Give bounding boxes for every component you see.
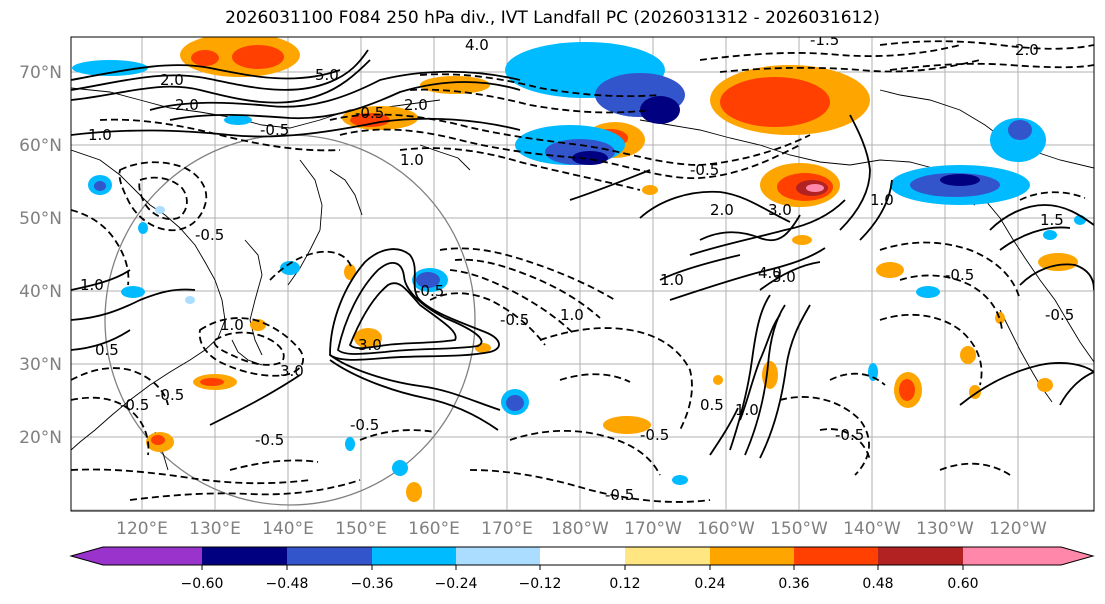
map-panel xyxy=(71,37,1094,511)
map-border xyxy=(70,36,1095,512)
colorbar-swatch xyxy=(625,547,710,565)
map-title: 2026031100 F084 250 hPa div., IVT Landfa… xyxy=(225,8,880,28)
lon-label-160w: 160°W xyxy=(697,519,755,539)
contour-label: -0.5 xyxy=(1045,306,1074,324)
contour-label: 2.0 xyxy=(1015,41,1039,59)
contour-label: -0.5 xyxy=(690,161,719,179)
lat-label-70n: 70°N xyxy=(19,63,62,83)
colorbar-label: −0.48 xyxy=(266,576,309,592)
contour-label: 1.5 xyxy=(1040,211,1064,229)
contour-label: -0.5 xyxy=(835,426,864,444)
contour-label: 5.0 xyxy=(315,66,339,84)
lon-label-150e: 150°E xyxy=(335,519,387,539)
latitude-axis: 70°N 60°N 50°N 40°N 30°N 20°N xyxy=(19,63,62,448)
contour-label: -0.5 xyxy=(155,386,184,404)
colorbar-swatch xyxy=(794,547,878,565)
colorbar-swatch xyxy=(878,547,963,565)
lon-label-140w: 140°W xyxy=(843,519,901,539)
contour-label: -0.5 xyxy=(500,311,529,329)
colorbar-swatch xyxy=(710,547,794,565)
contour-label: 0.5 xyxy=(95,341,119,359)
lon-label-130w: 130°W xyxy=(916,519,974,539)
lon-label-150w: 150°W xyxy=(770,519,828,539)
contour-label: 1.0 xyxy=(80,276,104,294)
colorbar-label: 0.24 xyxy=(694,576,725,592)
colorbar-label: 0.36 xyxy=(778,576,809,592)
colorbar-extend-max xyxy=(1061,547,1093,565)
contour-label: 1.0 xyxy=(88,126,112,144)
colorbar-label: −0.12 xyxy=(519,576,562,592)
contour-label: 2.0 xyxy=(404,96,428,114)
colorbar: −0.60 −0.48 −0.36 −0.24 −0.12 0.12 0.24 … xyxy=(69,546,1095,592)
positive-contours xyxy=(71,49,1094,459)
contour-label: -0.5 xyxy=(260,121,289,139)
contour-label: -0.5 xyxy=(640,426,669,444)
lon-label-120e: 120°E xyxy=(116,519,168,539)
contour-label: 4.0 xyxy=(758,264,782,282)
contour-label: -1.5 xyxy=(810,31,839,49)
contour-label: 1.0 xyxy=(400,151,424,169)
lon-label-170e: 170°E xyxy=(481,519,533,539)
contour-label: -0.5 xyxy=(350,416,379,434)
contour-label: 1.0 xyxy=(560,306,584,324)
colorbar-label: 0.48 xyxy=(862,576,893,592)
colorbar-swatch xyxy=(287,547,372,565)
lat-label-20n: 20°N xyxy=(19,428,62,448)
lon-label-170w: 170°W xyxy=(624,519,682,539)
contour-label: 2.0 xyxy=(175,96,199,114)
colorbar-swatch xyxy=(963,547,1061,565)
colorbar-outline xyxy=(69,546,1095,566)
contour-label: 3.0 xyxy=(280,362,304,380)
contour-label: -0.5 xyxy=(605,486,634,504)
contour-label: 0.5 xyxy=(700,396,724,414)
negative-contours xyxy=(71,40,1094,503)
colorbar-label: 0.60 xyxy=(947,576,978,592)
colorbar-swatch xyxy=(540,547,625,565)
contour-label: 2.0 xyxy=(710,201,734,219)
lat-label-30n: 30°N xyxy=(19,355,62,375)
lon-label-130e: 130°E xyxy=(189,519,241,539)
map-content: 2.0 2.0 5.0 -0.5 1.0 2.0 1.0 3.0 -0.5 3.… xyxy=(71,31,1094,511)
lat-label-50n: 50°N xyxy=(19,209,62,229)
colorbar-swatch xyxy=(372,547,456,565)
lat-label-60n: 60°N xyxy=(19,136,62,156)
contour-label: -0.5 xyxy=(945,266,974,284)
contour-label: 1.0 xyxy=(735,401,759,419)
lat-label-40n: 40°N xyxy=(19,282,62,302)
contour-label: 3.0 xyxy=(768,201,792,219)
contour-label: 1.0 xyxy=(660,271,684,289)
contour-label: 2.0 xyxy=(160,71,184,89)
colorbar-swatches xyxy=(71,547,1093,565)
contour-label: 1.0 xyxy=(220,316,244,334)
contour-label: 3.0 xyxy=(358,336,382,354)
colorbar-label: −0.60 xyxy=(181,576,224,592)
colorbar-label: −0.24 xyxy=(435,576,478,592)
contour-label: -0.5 xyxy=(355,104,384,122)
colorbar-swatch xyxy=(103,547,202,565)
contour-label: -0.5 xyxy=(415,282,444,300)
lon-label-140e: 140°E xyxy=(262,519,314,539)
colorbar-extend-min xyxy=(71,547,103,565)
colorbar-ticks xyxy=(201,565,964,570)
contour-label: -0.5 xyxy=(120,396,149,414)
contour-labels: 2.0 2.0 5.0 -0.5 1.0 2.0 1.0 3.0 -0.5 3.… xyxy=(80,31,1074,504)
colorbar-label: −0.36 xyxy=(351,576,394,592)
lon-label-120w: 120°W xyxy=(989,519,1047,539)
colorbar-swatch xyxy=(456,547,540,565)
colorbar-label: 0.12 xyxy=(609,576,640,592)
convergence-fill xyxy=(72,42,1086,485)
contour-label: 1.0 xyxy=(870,191,894,209)
colorbar-swatch xyxy=(202,547,287,565)
contour-label: 3.0 xyxy=(772,268,796,286)
contour-label: -0.5 xyxy=(255,431,284,449)
longitude-axis: 120°E 130°E 140°E 150°E 160°E 170°E 180°… xyxy=(116,519,1047,539)
lon-label-180w: 180°W xyxy=(551,519,609,539)
contour-label: -0.5 xyxy=(195,226,224,244)
contour-label: 4.0 xyxy=(465,36,489,54)
lon-label-160e: 160°E xyxy=(408,519,460,539)
